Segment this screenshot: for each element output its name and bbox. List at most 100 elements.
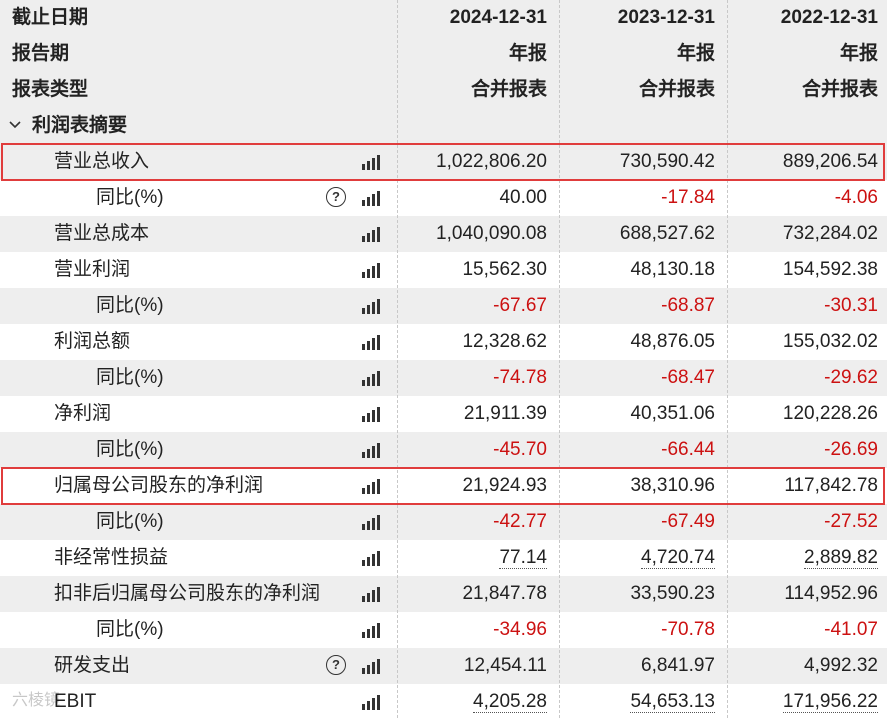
table-row: EBIT 4,205.28 54,653.13 171,956.22 [0,684,887,720]
bar-chart-icon[interactable] [358,612,380,648]
bar-chart-bar [372,158,375,170]
cell-value: 4,205.28 [397,684,547,720]
table-row: 研发支出? 12,454.11 6,841.97 4,992.32 [0,648,887,684]
table-row: 同比(%) -34.96 -70.78 -41.07 [0,612,887,648]
value-text: -70.78 [661,619,715,640]
header-row: 报告期 年报 年报 年报 [0,36,887,72]
bar-chart-icon[interactable] [358,576,380,612]
bar-chart-icon[interactable] [358,180,380,216]
bar-chart-icon[interactable] [358,144,380,180]
table-row: 利润总额 12,328.62 48,876.05 155,032.02 [0,324,887,360]
row-label: 营业利润 [54,259,131,280]
bar-chart-glyph [362,263,380,278]
cell-value: -34.96 [397,612,547,648]
cell-value: 6,841.97 [565,648,715,684]
bar-chart-bar [362,560,365,566]
bar-chart-bar [367,413,370,422]
value-text: 21,847.78 [462,583,547,604]
cell-value: 21,911.39 [397,396,547,432]
cell-value: -17.84 [565,180,715,216]
row-label: 营业总成本 [54,223,150,244]
row-label: 归属母公司股东的净利润 [54,475,264,496]
bar-chart-bar [372,554,375,566]
bar-chart-bar [377,443,380,458]
value-text: -74.78 [493,367,547,388]
bar-chart-icon[interactable] [358,324,380,360]
bar-chart-bar [377,335,380,350]
value-text: 48,130.18 [630,259,715,280]
cell-value: 114,952.96 [728,576,878,612]
bar-chart-bar [362,344,365,350]
bar-chart-bar [367,341,370,350]
value-text: 171,956.22 [782,691,878,713]
cell-value: 155,032.02 [728,324,878,360]
cell-value: -67.67 [397,288,547,324]
bar-chart-bar [367,701,370,710]
bar-chart-bar [362,488,365,494]
value-text: 114,952.96 [784,583,878,604]
section-title: 利润表摘要 [32,115,128,136]
bar-chart-icon[interactable] [358,684,380,720]
header-value: 2022-12-31 [780,7,878,28]
bar-chart-bar [372,518,375,530]
bar-chart-bar [362,452,365,458]
bar-chart-icon[interactable] [358,468,380,504]
chevron-down-icon[interactable] [9,108,21,144]
value-text: -41.07 [824,619,878,640]
bar-chart-icon[interactable] [358,252,380,288]
value-text: 1,022,806.20 [436,151,547,172]
table-row: 净利润 21,911.39 40,351.06 120,228.26 [0,396,887,432]
bar-chart-bar [377,227,380,242]
value-text: 4,720.74 [641,547,715,569]
bar-chart-bar [372,266,375,278]
bar-chart-bar [362,704,365,710]
value-text: 33,590.23 [630,583,715,604]
bar-chart-bar [367,485,370,494]
row-label: 同比(%) [96,367,164,388]
bar-chart-icon[interactable] [358,396,380,432]
bar-chart-glyph [362,335,380,350]
value-text: -17.84 [661,187,715,208]
bar-chart-bar [377,623,380,638]
bar-chart-bar [377,587,380,602]
cell-value: -68.87 [565,288,715,324]
value-text: 54,653.13 [630,691,715,713]
bar-chart-icon[interactable] [358,360,380,396]
table-row: 同比(%) -42.77 -67.49 -27.52 [0,504,887,540]
cell-value: -68.47 [565,360,715,396]
cell-value: -41.07 [728,612,878,648]
bar-chart-glyph [362,659,380,674]
cell-value: -42.77 [397,504,547,540]
value-text: 155,032.02 [782,331,878,352]
section-row[interactable]: 利润表摘要 [0,108,887,144]
bar-chart-glyph [362,443,380,458]
value-text: 4,992.32 [804,655,878,676]
help-icon[interactable]: ? [326,655,346,675]
cell-value: 77.14 [397,540,547,576]
bar-chart-bar [362,380,365,386]
bar-chart-icon[interactable] [358,288,380,324]
header-row: 报表类型 合并报表 合并报表 合并报表 [0,72,887,108]
table-row: 营业利润 15,562.30 48,130.18 154,592.38 [0,252,887,288]
cell-value: 732,284.02 [728,216,878,252]
bar-chart-icon[interactable] [358,648,380,684]
table-row: 营业总收入 1,022,806.20 730,590.42 889,206.54 [0,144,887,180]
bar-chart-icon[interactable] [358,432,380,468]
cell-value: 730,590.42 [565,144,715,180]
column-separator [559,0,560,718]
header-value: 年报 [508,43,547,64]
bar-chart-bar [362,632,365,638]
bar-chart-icon[interactable] [358,504,380,540]
bar-chart-icon[interactable] [358,540,380,576]
bar-chart-bar [362,668,365,674]
table-row: 同比(%) -45.70 -66.44 -26.69 [0,432,887,468]
cell-value: 154,592.38 [728,252,878,288]
bar-chart-bar [367,305,370,314]
header-label: 报告期 [12,43,70,64]
watermark: 六棱镜 [12,692,61,709]
cell-value: 4,720.74 [565,540,715,576]
bar-chart-icon[interactable] [358,216,380,252]
help-icon[interactable]: ? [326,187,346,207]
cell-value: -70.78 [565,612,715,648]
bar-chart-bar [372,410,375,422]
